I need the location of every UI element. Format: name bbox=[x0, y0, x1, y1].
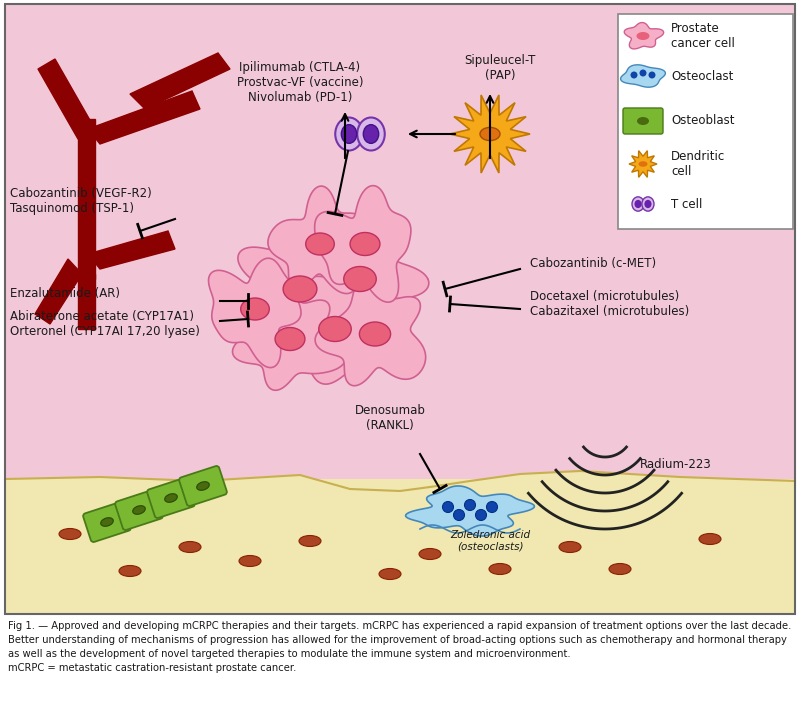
Text: Fig 1. — Approved and developing mCRPC therapies and their targets. mCRPC has ex: Fig 1. — Approved and developing mCRPC t… bbox=[8, 621, 791, 631]
Text: Dendritic
cell: Dendritic cell bbox=[671, 150, 726, 178]
Ellipse shape bbox=[318, 316, 351, 342]
Ellipse shape bbox=[359, 322, 390, 346]
Bar bbox=[5, 4, 795, 614]
Text: Radium-223: Radium-223 bbox=[640, 457, 712, 471]
Text: Osteoclast: Osteoclast bbox=[671, 69, 734, 82]
Circle shape bbox=[475, 510, 486, 520]
Polygon shape bbox=[209, 258, 301, 367]
Polygon shape bbox=[629, 151, 657, 177]
Polygon shape bbox=[233, 284, 346, 390]
Text: Osteoblast: Osteoblast bbox=[671, 114, 734, 128]
Bar bbox=[618, 14, 793, 229]
Ellipse shape bbox=[197, 481, 210, 491]
FancyBboxPatch shape bbox=[623, 108, 663, 134]
Text: Sipuleucel-T
(PAP): Sipuleucel-T (PAP) bbox=[464, 54, 536, 82]
Ellipse shape bbox=[358, 118, 385, 150]
Ellipse shape bbox=[299, 535, 321, 547]
Ellipse shape bbox=[609, 564, 631, 574]
Polygon shape bbox=[276, 277, 402, 384]
Ellipse shape bbox=[634, 200, 642, 208]
Ellipse shape bbox=[344, 267, 376, 291]
Ellipse shape bbox=[638, 161, 647, 167]
Bar bbox=[5, 4, 795, 614]
Polygon shape bbox=[5, 471, 795, 614]
Polygon shape bbox=[315, 272, 426, 386]
Ellipse shape bbox=[133, 506, 146, 514]
Bar bbox=[5, 479, 795, 614]
Polygon shape bbox=[450, 95, 530, 173]
Polygon shape bbox=[406, 486, 534, 536]
Ellipse shape bbox=[419, 549, 441, 559]
Circle shape bbox=[649, 72, 655, 79]
Ellipse shape bbox=[239, 555, 261, 566]
Ellipse shape bbox=[101, 518, 114, 526]
Ellipse shape bbox=[241, 298, 270, 320]
Ellipse shape bbox=[644, 200, 651, 208]
Polygon shape bbox=[35, 259, 82, 324]
Ellipse shape bbox=[637, 117, 649, 125]
Ellipse shape bbox=[489, 564, 511, 574]
Ellipse shape bbox=[350, 233, 380, 255]
Text: Denosumab
(RANKL): Denosumab (RANKL) bbox=[354, 404, 426, 432]
Polygon shape bbox=[314, 186, 411, 302]
Ellipse shape bbox=[275, 328, 305, 350]
Circle shape bbox=[639, 69, 646, 77]
Text: Cabozantinib (c-MET): Cabozantinib (c-MET) bbox=[530, 257, 656, 271]
FancyBboxPatch shape bbox=[83, 502, 131, 542]
Ellipse shape bbox=[179, 542, 201, 552]
Text: Better understanding of mechanisms of progression has allowed for the improvemen: Better understanding of mechanisms of pr… bbox=[8, 635, 787, 645]
Text: Cabozantinib (VEGF-R2)
Tasquinomod (TSP-1): Cabozantinib (VEGF-R2) Tasquinomod (TSP-… bbox=[10, 187, 152, 215]
FancyBboxPatch shape bbox=[147, 478, 195, 518]
Ellipse shape bbox=[379, 569, 401, 579]
Ellipse shape bbox=[632, 197, 644, 211]
Text: mCRPC = metastatic castration-resistant prostate cancer.: mCRPC = metastatic castration-resistant … bbox=[8, 663, 296, 673]
Polygon shape bbox=[88, 231, 175, 269]
Circle shape bbox=[454, 510, 465, 520]
Polygon shape bbox=[268, 186, 363, 294]
Ellipse shape bbox=[559, 542, 581, 552]
Ellipse shape bbox=[283, 276, 317, 302]
Ellipse shape bbox=[306, 233, 334, 255]
FancyBboxPatch shape bbox=[179, 466, 227, 506]
Ellipse shape bbox=[165, 493, 178, 502]
Polygon shape bbox=[238, 236, 370, 343]
Polygon shape bbox=[621, 65, 666, 87]
Ellipse shape bbox=[642, 197, 654, 211]
Text: Enzalutamide (AR): Enzalutamide (AR) bbox=[10, 288, 120, 301]
Circle shape bbox=[442, 501, 454, 513]
Text: Abiraterone acetate (CYP17A1)
Orteronel (CYP17AI 17,20 lyase): Abiraterone acetate (CYP17A1) Orteronel … bbox=[10, 310, 200, 338]
FancyBboxPatch shape bbox=[115, 490, 163, 530]
Polygon shape bbox=[78, 274, 95, 329]
Ellipse shape bbox=[119, 566, 141, 576]
Text: Ipilimumab (CTLA-4)
Prostvac-VF (vaccine)
Nivolumab (PD-1): Ipilimumab (CTLA-4) Prostvac-VF (vaccine… bbox=[237, 61, 363, 104]
Text: Zoledronic acid
(osteoclasts): Zoledronic acid (osteoclasts) bbox=[450, 530, 530, 552]
Polygon shape bbox=[130, 53, 230, 109]
Circle shape bbox=[630, 72, 638, 79]
Text: as well as the development of novel targeted therapies to modulate the immune sy: as well as the development of novel targ… bbox=[8, 649, 570, 659]
Text: T cell: T cell bbox=[671, 198, 702, 211]
Polygon shape bbox=[38, 59, 95, 139]
Ellipse shape bbox=[637, 32, 650, 40]
Polygon shape bbox=[88, 91, 200, 144]
Circle shape bbox=[465, 500, 475, 510]
Circle shape bbox=[486, 501, 498, 513]
Text: Docetaxel (microtubules)
Cabazitaxel (microtubules): Docetaxel (microtubules) Cabazitaxel (mi… bbox=[530, 290, 690, 318]
Ellipse shape bbox=[335, 118, 362, 150]
Ellipse shape bbox=[480, 128, 500, 140]
Polygon shape bbox=[624, 23, 664, 49]
Ellipse shape bbox=[59, 528, 81, 540]
Ellipse shape bbox=[363, 125, 378, 143]
Polygon shape bbox=[307, 232, 429, 332]
Ellipse shape bbox=[342, 125, 357, 143]
Polygon shape bbox=[78, 119, 95, 279]
Ellipse shape bbox=[699, 533, 721, 545]
Text: Prostate
cancer cell: Prostate cancer cell bbox=[671, 22, 735, 50]
